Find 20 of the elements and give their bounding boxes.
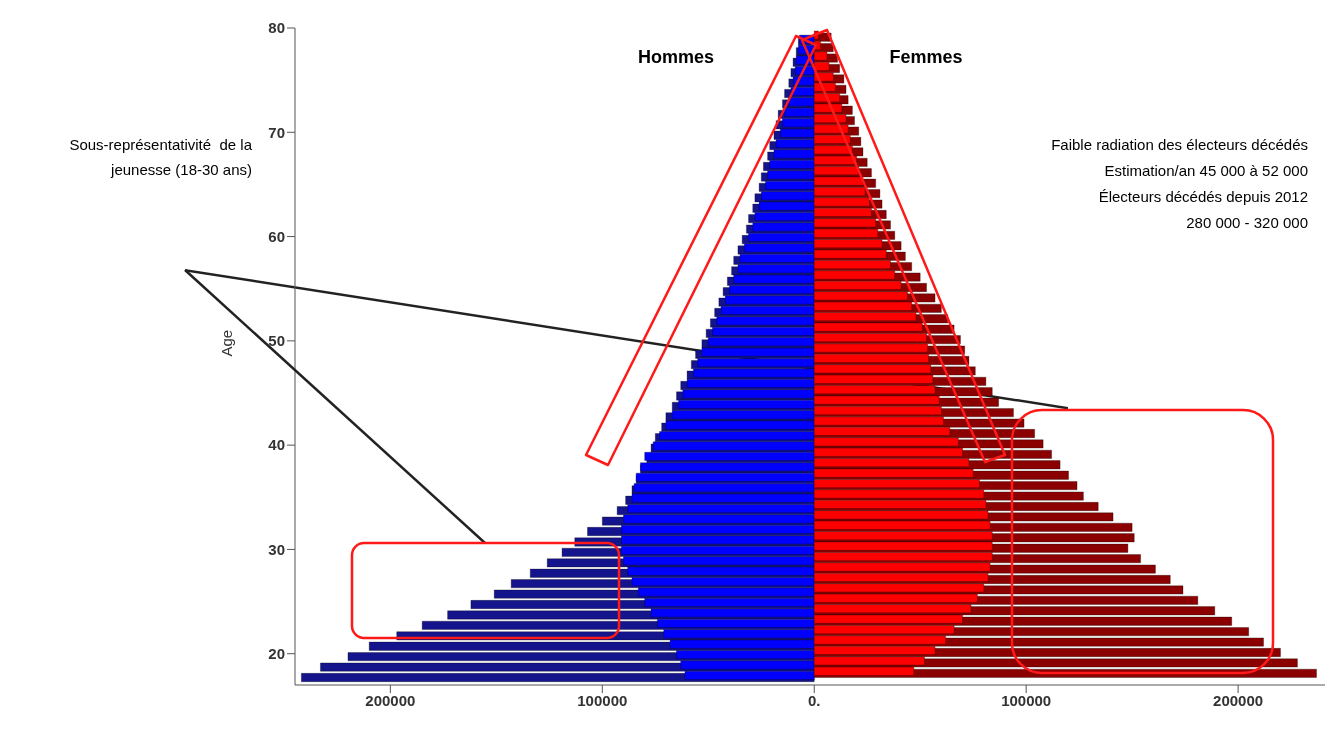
annotation: Faible radiation des électeurs décédés <box>1051 135 1308 155</box>
y-tick-label: 50 <box>268 332 285 350</box>
annotation: Hommes <box>637 47 715 67</box>
y-tick-label: 20 <box>268 645 285 663</box>
annotation: Électeurs décédés depuis 2012 <box>1097 187 1308 207</box>
text: Sous-représentativité de la jeunesse (18-30 ans) <box>68 135 252 180</box>
y-tick-label: 40 <box>268 436 285 454</box>
x-tick-label: 100000 <box>1001 691 1052 709</box>
y-axis-title: Age <box>218 329 236 357</box>
x-tick-label: 200000 <box>365 691 416 709</box>
annotation: 280 000 - 320 000 <box>1185 213 1308 233</box>
y-tick-label: 60 <box>268 227 285 245</box>
x-tick-label: 0. <box>807 691 821 709</box>
annotation: Estimation/an 45 000 à 52 000 <box>1103 161 1308 181</box>
x-tick-label: 100000 <box>577 691 628 709</box>
y-tick-label: 30 <box>268 540 285 558</box>
x-tick-label: 200000 <box>1213 691 1264 709</box>
annotation: Femmes <box>889 47 963 67</box>
y-tick-label: 80 <box>268 19 285 37</box>
y-tick-label: 70 <box>268 123 285 141</box>
